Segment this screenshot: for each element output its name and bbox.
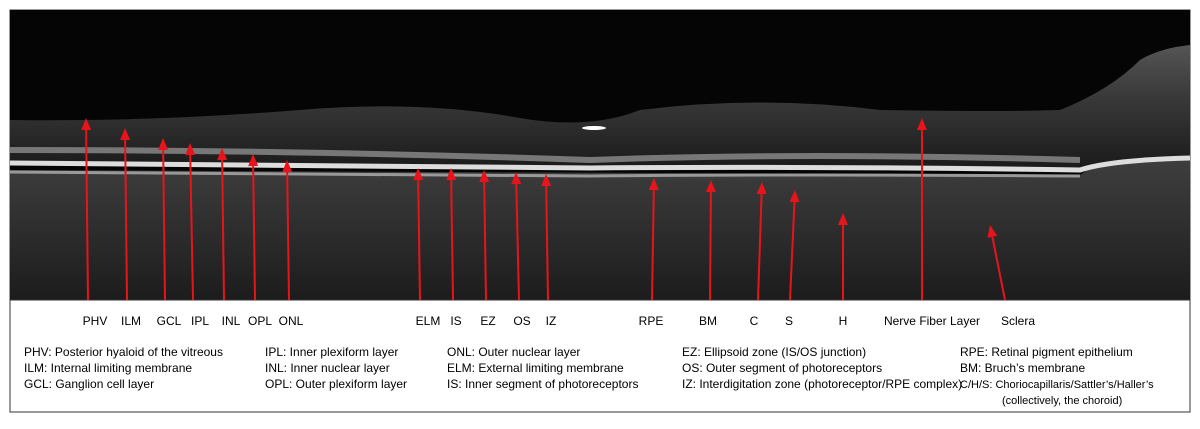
arrow-line <box>286 171 290 301</box>
layer-label: GCL <box>157 314 182 328</box>
legend-line: PHV: Posterior hyaloid of the vitreous <box>24 345 223 359</box>
arrow-head <box>413 168 424 181</box>
layer-label: S <box>785 314 793 328</box>
arrow-line <box>709 191 712 301</box>
arrow-head <box>541 174 552 187</box>
arrow-line <box>515 183 520 301</box>
retina <box>10 45 1190 170</box>
layer-label: H <box>839 314 848 328</box>
layer-label: ILM <box>121 314 141 328</box>
layer-label: OPL <box>248 314 272 328</box>
arrow-head <box>479 170 490 183</box>
layer-label: IS <box>450 314 461 328</box>
legend-line: IPL: Inner plexiform layer <box>265 345 398 359</box>
arrow-head <box>217 148 228 161</box>
arrow-head <box>917 118 927 130</box>
rpe-band <box>9 155 1191 173</box>
arrow-line <box>252 165 256 301</box>
layer-label: BM <box>699 314 717 328</box>
arrow-line <box>483 181 487 301</box>
reflex <box>582 126 606 130</box>
layer-label: RPE <box>639 314 664 328</box>
arrow-line <box>162 149 166 301</box>
layer-label: INL <box>222 314 241 328</box>
legend-line: OS: Outer segment of photoreceptors <box>682 361 882 375</box>
arrow-head <box>789 190 800 203</box>
arrow-head <box>511 172 522 185</box>
legend-line: OPL: Outer plexiform layer <box>265 377 407 391</box>
layer-label: OS <box>513 314 530 328</box>
arrow-head <box>756 182 767 195</box>
arrow-line <box>417 179 421 301</box>
legend-line: IS: Inner segment of photoreceptors <box>447 377 638 391</box>
layer-label: Nerve Fiber Layer <box>884 314 980 328</box>
layer-label: IPL <box>191 314 209 328</box>
arrow-line <box>450 179 454 301</box>
legend-line: BM: Bruch’s membrane <box>960 361 1085 375</box>
arrow-head <box>987 225 998 238</box>
arrow-line <box>221 159 225 301</box>
arrow-head <box>648 178 659 191</box>
arrow-head <box>446 168 457 181</box>
arrow-line <box>789 201 796 301</box>
arrow-head <box>705 180 716 193</box>
legend-line: ELM: External limiting membrane <box>447 361 624 375</box>
legend-line: (collectively, the choroid) <box>1002 395 1122 407</box>
legend-line: INL: Inner nuclear layer <box>265 361 390 375</box>
arrow-head <box>185 143 196 156</box>
legend-line: ONL: Outer nuclear layer <box>447 345 580 359</box>
choroid <box>10 45 1190 300</box>
arrow-head <box>120 128 131 141</box>
arrow-line <box>124 139 128 301</box>
legend-line: EZ: Ellipsoid zone (IS/OS junction) <box>682 345 866 359</box>
legend-line: GCL: Ganglion cell layer <box>24 377 154 391</box>
legend-line: C/H/S: Choriocapillaris/Sattler’s/Haller… <box>960 379 1154 391</box>
layer-label: ELM <box>416 314 441 328</box>
layer-label: Sclera <box>1001 314 1035 328</box>
bm-band <box>9 170 1081 178</box>
layer-label: IZ <box>546 314 557 328</box>
layer-label: PHV <box>83 314 108 328</box>
arrow-head <box>81 118 92 131</box>
arrow-head <box>158 138 169 151</box>
legend-line: ILM: Internal limiting membrane <box>24 361 192 375</box>
arrow-head <box>838 213 848 225</box>
arrow-line <box>545 185 549 301</box>
layer-label: C <box>750 314 759 328</box>
arrow-line <box>651 189 655 301</box>
arrow-head <box>282 160 293 173</box>
legend-line: RPE: Retinal pigment epithelium <box>960 345 1133 359</box>
arrow-line <box>85 129 89 301</box>
layer-label: ONL <box>279 314 304 328</box>
arrow-line <box>991 236 1006 301</box>
arrow-line <box>757 193 763 301</box>
arrow-head <box>248 154 259 167</box>
arrow-line <box>189 154 194 301</box>
legend-line: IZ: Interdigitation zone (photoreceptor/… <box>682 377 962 391</box>
layer-label: EZ <box>480 314 495 328</box>
